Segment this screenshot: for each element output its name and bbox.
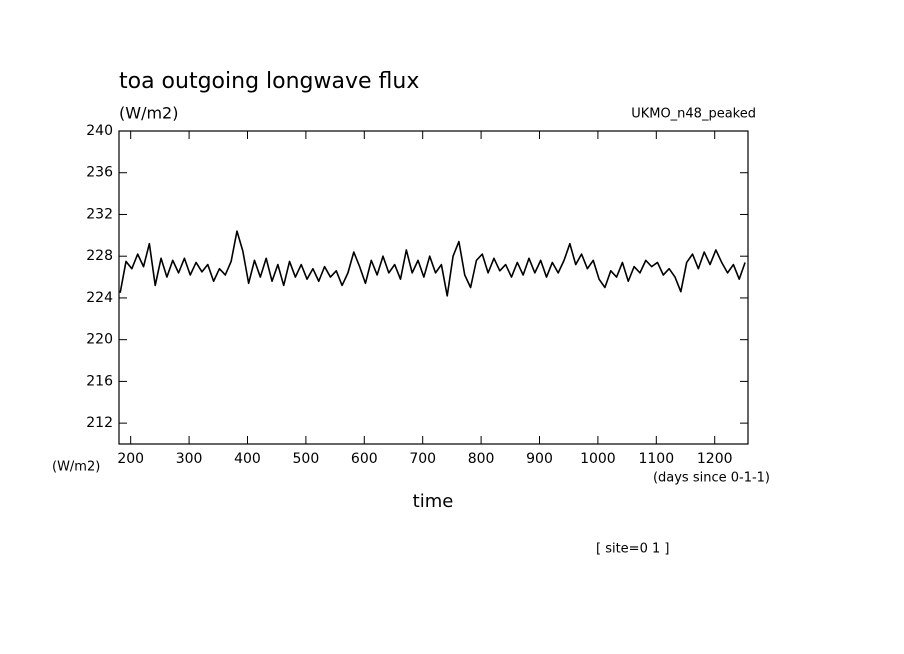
x-tick-label: 200 <box>117 451 144 467</box>
x-tick-label: 600 <box>351 451 378 467</box>
x-tick-label: 1000 <box>580 451 616 467</box>
y-tick-label: 228 <box>86 248 113 264</box>
x-unit: (days since 0-1-1) <box>653 471 770 486</box>
x-tick-label: 800 <box>468 451 495 467</box>
x-tick-label: 500 <box>293 451 320 467</box>
y-tick-label: 212 <box>86 415 113 431</box>
y-unit: (W/m2) <box>119 104 178 123</box>
y-tick-label: 240 <box>86 123 113 139</box>
y-tick-label: 232 <box>86 206 113 222</box>
y-tick-label: 224 <box>86 290 113 306</box>
chart-title: toa outgoing longwave flux <box>119 69 419 94</box>
plot-frame <box>118 130 749 445</box>
x-tick-label: 1100 <box>638 451 674 467</box>
annotation: [ site=0 1 ] <box>596 542 669 557</box>
x-tick-label: 300 <box>176 451 203 467</box>
subtitle: UKMO_n48_peaked <box>631 107 756 122</box>
x-tick-label: 900 <box>526 451 553 467</box>
y-tick-label: 216 <box>86 373 113 389</box>
x-label: time <box>413 491 454 512</box>
data-line <box>119 230 746 297</box>
y-tick-label: 220 <box>86 332 113 348</box>
x-tick-label: 700 <box>409 451 436 467</box>
x-tick-label: 1200 <box>697 451 733 467</box>
y-tick-label: 236 <box>86 165 113 181</box>
x-tick-label: 400 <box>234 451 261 467</box>
y-unit-bottom: (W/m2) <box>52 460 100 475</box>
